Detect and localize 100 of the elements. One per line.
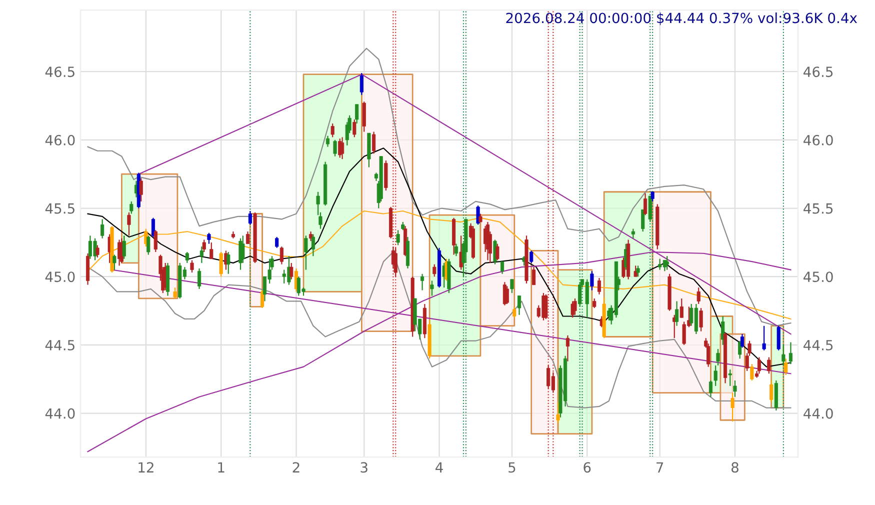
candlestick [733,380,737,398]
line-series [87,48,792,326]
candlestick [650,191,654,202]
candlestick [260,290,264,309]
y-tick-label: 44.0 [45,408,75,419]
candlestick [767,356,771,374]
candlestick [696,286,700,305]
candlestick [730,392,734,422]
candlestick [333,139,337,157]
x-tick-label: 2 [292,462,300,472]
candlestick [788,342,793,365]
candlestick [566,334,570,362]
candlestick [680,298,684,318]
candlestick [776,325,780,351]
candlestick [578,282,582,308]
candlestick [665,256,669,270]
candlestick [728,369,732,387]
candlestick [432,264,436,278]
candlestick [219,251,223,278]
candlestick [304,235,308,270]
candlestick [130,200,134,214]
candlestick [246,230,250,244]
candlestick [275,236,279,248]
candlestick [762,325,766,351]
candlestick [750,364,754,382]
candlestick [112,254,116,270]
candlestick [592,298,596,309]
x-tick-label: 1 [218,462,224,472]
candlestick [326,135,330,148]
candlestick [636,265,640,278]
candlestick [127,212,131,236]
candlestick [721,316,725,346]
candlestick [202,239,206,253]
y-tick-label: 46.5 [45,66,74,78]
candlestick [144,228,148,248]
candlestick [311,234,315,257]
x-tick-label: 12 [138,462,154,472]
candlestick [173,286,177,300]
candlestick [139,178,143,202]
candlestick [197,268,202,290]
candlestick [146,235,150,256]
x-tick-label: 6 [584,462,591,473]
candlestick [290,262,294,280]
x-tick-label: 7 [656,462,664,472]
candlestick [517,295,522,316]
candlestick [644,192,648,216]
candlestick [573,298,577,316]
candlestick [190,260,194,274]
candlestick [675,300,679,326]
candlestick [100,218,104,239]
x-tick-label: 5 [508,462,516,473]
candlestick [185,251,189,264]
candlestick [210,242,214,260]
x-tick-label: 8 [732,462,738,473]
candlestick [770,380,774,403]
candlestick [738,340,742,360]
y-tick-label: 46.0 [45,134,75,146]
candlestick [631,228,635,239]
candlestick [716,348,720,366]
candlestick [96,244,100,258]
line-series [87,210,792,320]
y2-tick-label: 46.0 [804,134,833,146]
y2-tick-label: 45.0 [804,272,833,282]
candlestick [394,247,398,278]
candlestick [699,307,703,332]
candlestick [248,210,252,226]
candlestick [544,294,548,320]
candlestick [505,286,509,305]
candlestick [784,358,788,376]
candlestick [355,104,359,124]
chart-title: 2026.08.24 00:00:00 $44.44 0.37% vol:93.6K 0.4x [506,12,858,26]
candlestick [648,195,652,222]
candlestick [510,278,514,294]
y2-tick-label: 44.0 [804,408,833,419]
candlestick [496,243,500,261]
candlestick [782,344,786,366]
candlestick [476,204,480,226]
y2-tick-label: 44.5 [804,340,833,350]
candlestick [420,273,424,291]
candlestick [122,235,126,260]
candlestick [226,251,230,274]
candlestick [362,101,366,132]
y2-tick-label: 46.5 [804,66,833,78]
x-tick-label: 4 [436,462,443,472]
candlestick [207,232,211,244]
y2-tick-label: 45.5 [804,203,833,214]
y-tick-label: 45.5 [45,203,74,214]
candlestick [500,261,504,274]
candlestick [200,246,204,264]
line-series [87,251,792,408]
candlestick [360,72,364,96]
candlestick [532,266,536,286]
x-tick-label: 3 [360,462,368,473]
candlestick [556,402,560,424]
candlestick [396,230,400,246]
candlestick [512,306,516,318]
candlestick [641,209,645,232]
candlestick [372,131,376,154]
y-tick-label: 45.0 [45,272,75,282]
candlestick [714,364,718,387]
